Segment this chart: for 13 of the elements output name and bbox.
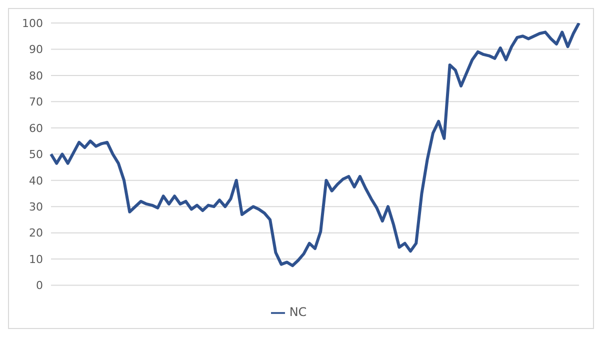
legend-label: NC xyxy=(289,305,307,320)
y-tick-label: 70 xyxy=(29,96,43,109)
y-tick-label: 30 xyxy=(29,200,43,214)
y-tick-label: 40 xyxy=(29,174,43,188)
y-tick-label: 20 xyxy=(29,226,43,240)
y-tick-label: 50 xyxy=(29,148,43,162)
y-tick-label: 90 xyxy=(29,43,43,56)
y-tick-label: 100 xyxy=(22,16,43,30)
y-tick-label: 80 xyxy=(29,69,43,82)
y-tick-label: 60 xyxy=(29,122,43,135)
y-tick-label: 0 xyxy=(36,279,43,292)
y-tick-label: 10 xyxy=(29,252,43,266)
line-series xyxy=(50,23,580,268)
